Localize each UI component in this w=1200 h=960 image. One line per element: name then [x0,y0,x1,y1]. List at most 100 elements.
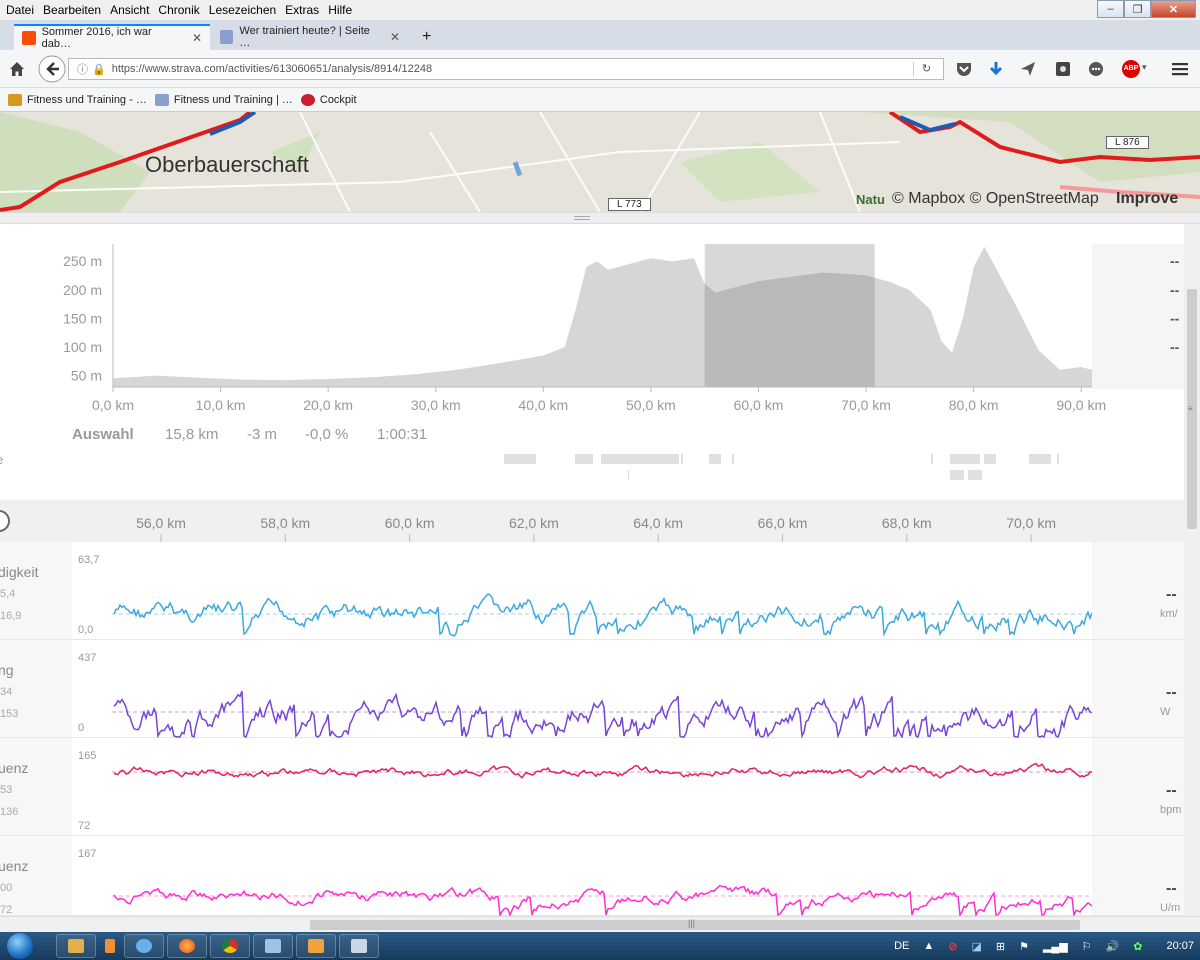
map-attribution[interactable]: © Mapbox © OpenStreetMap [892,190,1099,207]
download-icon[interactable] [988,61,1004,77]
pen-icon[interactable]: ◪ [971,940,982,953]
chevron-down-icon[interactable]: ▾ [1142,62,1147,72]
strip-right-panel [1092,640,1184,737]
windows-taskbar: DE ▲ ⊘ ◪ ⊞ ⚑ ▂▄▆ ⚐ 🔊 ✿ 20:07 [0,932,1200,960]
elevation-area [113,246,1092,387]
menu-lesezeichen[interactable]: Lesezeichen [208,3,277,17]
strava-icon [22,31,36,45]
screenshot-icon[interactable] [1054,60,1072,78]
value-dash: -- [1170,282,1180,298]
close-tab-icon[interactable]: ✕ [389,30,400,44]
x-tick-label: 90,0 km [1056,397,1106,413]
bookmark-item[interactable]: Fitness und Training | … [154,93,293,106]
taskbar-firefox[interactable] [167,934,207,958]
x-tick-label: 60,0 km [734,397,784,413]
info-icon[interactable]: ⓘ [77,64,88,76]
network-icon[interactable]: ▂▄▆ [1042,940,1068,953]
tab-forum[interactable]: Wer trainiert heute? | Seite … ✕ [212,24,408,50]
stream-strip[interactable]: uenz 53 136 165 72 -- bpm [0,738,1184,836]
home-icon[interactable] [9,61,25,77]
stream-unit: W [1160,706,1171,718]
value-dash: -- [1170,253,1180,269]
stream-stat-2: 72 [0,904,13,916]
selection-time: 1:00:31 [377,426,428,443]
x-tick-label: 0,0 km [92,397,134,413]
adblock-icon[interactable]: ABP [1122,60,1140,78]
detail-tick-label: 64,0 km [633,515,683,531]
flag-icon[interactable]: ⚐ [1081,940,1092,953]
taskbar-window[interactable] [253,934,293,958]
language-indicator[interactable]: DE [894,940,910,952]
bookmark-item[interactable]: Fitness und Training - … [8,93,147,106]
send-icon[interactable] [1020,61,1036,77]
strip-left-panel [0,738,72,835]
menu-datei[interactable]: Datei [6,3,35,17]
map-improve-link[interactable]: Improve [1116,190,1179,207]
taskbar-explorer[interactable] [56,934,96,958]
elevation-chart[interactable]: 250 m 200 m 150 m 100 m 50 m 0,0 km 10,0 km 20… [0,224,1184,424]
tab-strava[interactable]: Sommer 2016, ich war dab… ✕ [14,24,210,50]
stream-line-chart [112,690,1092,738]
taskbar-media[interactable] [99,934,121,958]
taskbar-app[interactable] [124,934,164,958]
clock[interactable]: 20:07 [1166,940,1194,952]
selection-elevation: -3 m [247,426,277,443]
antivirus-icon[interactable]: ⊘ [948,940,958,953]
detail-tick-label: 62,0 km [509,515,559,531]
taskbar-paint[interactable] [296,934,336,958]
stream-line-chart [112,762,1092,779]
start-button[interactable] [0,932,40,960]
scroll-thumb[interactable] [1187,289,1197,529]
grip-icon: ||| [688,918,696,928]
y-tick-label: 250 m [63,253,102,269]
menu-ansicht[interactable]: Ansicht [110,3,150,17]
menu-hilfe[interactable]: Hilfe [328,3,353,17]
new-tab-button[interactable]: + [422,28,432,45]
stream-strip[interactable]: digkeit 5,4 16,9 63,7 0,0 -- km/ [0,542,1184,640]
detail-tick-label: 68,0 km [882,515,932,531]
segments-track[interactable] [0,450,1184,490]
x-tick-label: 20,0 km [303,397,353,413]
stream-unit: km/ [1160,608,1178,620]
reload-icon[interactable]: ↻ [913,62,939,76]
bookmark-item[interactable]: Cockpit [300,93,357,106]
window-icon [265,939,281,953]
menu-extras[interactable]: Extras [285,3,320,17]
selection-grade: -0,0 % [305,426,349,443]
value-dash: -- [1170,310,1180,326]
url-text[interactable]: https://www.strava.com/activities/613060… [111,63,433,75]
horizontal-scrollbar[interactable]: ||| [0,916,1200,932]
close-window-button[interactable]: ✕ [1151,0,1196,18]
taskbar-chrome[interactable] [210,934,250,958]
action-center-icon[interactable]: ⚑ [1019,940,1029,953]
stream-strip[interactable]: ng 34 153 437 0 -- W [0,640,1184,738]
menu-chronik[interactable]: Chronik [158,3,200,17]
back-button[interactable] [38,55,66,83]
menu-bearbeiten[interactable]: Bearbeiten [43,3,102,17]
navigation-bar: ⓘ 🔒 https://www.strava.com/activities/61… [0,50,1200,88]
stream-value-dash: -- [1166,880,1177,897]
maximize-button[interactable]: ❐ [1124,0,1151,18]
route-map[interactable]: Oberbauerschaft L 773 L 876 Natu © Mapbo… [0,112,1200,212]
tray-expand-icon[interactable]: ▲ [923,940,935,952]
minimize-button[interactable]: – [1097,0,1124,18]
close-tab-icon[interactable]: ✕ [191,31,202,45]
selection-label: Auswahl [72,426,134,443]
app-icon [136,939,152,953]
stream-line [113,593,1092,638]
volume-icon[interactable]: 🔊 [1105,940,1120,953]
stream-min-label: 0 [78,722,85,734]
taskbar-calculator[interactable] [339,934,379,958]
chat-icon[interactable] [1088,61,1104,77]
map-resize-handle[interactable] [0,212,1200,224]
map-canvas [0,112,1200,212]
sync-icon[interactable]: ✿ [1133,940,1143,953]
hamburger-menu-icon[interactable] [1172,62,1188,76]
stream-strip[interactable]: uenz 00 72 167 -- U/m [0,836,1184,916]
vertical-scrollbar[interactable]: ≡ [1184,224,1200,916]
windows-flag-icon[interactable]: ⊞ [995,940,1006,953]
scroll-thumb[interactable] [310,920,1080,930]
stream-line [113,762,1092,779]
pocket-icon[interactable] [956,62,972,76]
url-bar[interactable]: ⓘ 🔒 https://www.strava.com/activities/61… [68,58,944,80]
